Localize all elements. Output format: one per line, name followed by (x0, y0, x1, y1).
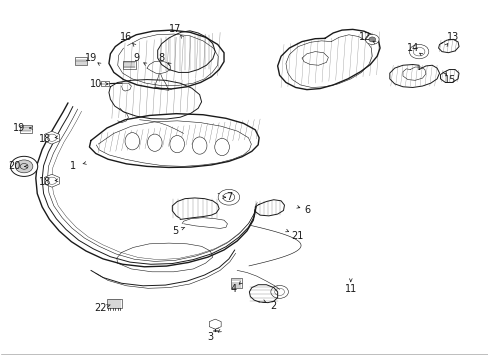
Text: 2: 2 (270, 301, 276, 311)
Ellipse shape (147, 134, 162, 151)
Circle shape (368, 37, 375, 42)
Bar (20, 126, 32, 133)
Text: 21: 21 (290, 231, 303, 240)
Ellipse shape (214, 138, 229, 156)
Text: 6: 6 (304, 206, 310, 216)
Circle shape (218, 189, 239, 205)
Text: 22: 22 (94, 303, 107, 314)
Text: 11: 11 (344, 284, 356, 294)
Polygon shape (117, 243, 212, 272)
Bar (101, 81, 109, 86)
Bar (230, 278, 241, 288)
Ellipse shape (192, 137, 206, 154)
Ellipse shape (125, 133, 140, 150)
Text: 5: 5 (172, 226, 178, 236)
Bar (75, 57, 87, 65)
Text: 16: 16 (120, 32, 132, 42)
Text: 4: 4 (230, 284, 236, 294)
Text: 18: 18 (40, 134, 52, 144)
Text: 20: 20 (8, 161, 20, 171)
Text: 15: 15 (443, 75, 455, 85)
Text: 18: 18 (40, 177, 52, 187)
Text: 7: 7 (225, 192, 231, 202)
Text: 8: 8 (158, 53, 164, 63)
Bar (122, 61, 136, 69)
Text: 19: 19 (84, 53, 97, 63)
Text: 7: 7 (215, 193, 221, 202)
Polygon shape (147, 61, 170, 74)
Text: 19: 19 (13, 123, 25, 133)
Circle shape (15, 160, 33, 173)
Text: 10: 10 (89, 79, 102, 89)
Circle shape (10, 156, 38, 176)
Bar (107, 300, 122, 309)
Text: 1: 1 (70, 161, 76, 171)
Text: 12: 12 (359, 32, 371, 42)
Text: 9: 9 (133, 53, 139, 63)
Text: 13: 13 (446, 32, 458, 42)
Ellipse shape (169, 135, 184, 153)
Circle shape (365, 35, 378, 44)
Text: 14: 14 (406, 43, 418, 53)
Text: 3: 3 (207, 332, 213, 342)
Text: 17: 17 (169, 24, 181, 35)
Circle shape (408, 44, 428, 59)
